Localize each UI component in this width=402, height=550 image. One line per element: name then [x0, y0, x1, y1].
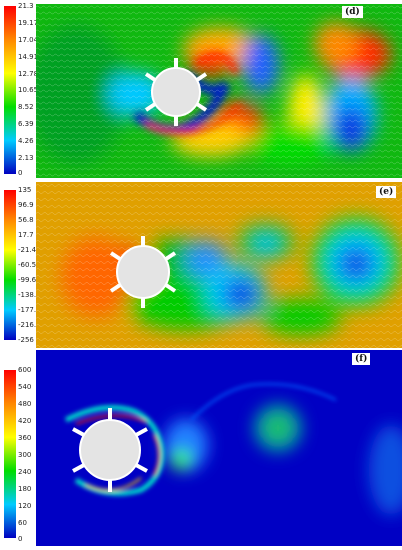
rotor-blade: [164, 283, 177, 293]
shear-band: [190, 383, 337, 421]
field-svg-f: [36, 350, 402, 546]
colorbar-tick: 6.39: [18, 120, 34, 128]
colorbar-tick: 360: [18, 434, 32, 442]
colorbar-tick: 600: [18, 366, 32, 374]
colorbar-tick: 10.65: [18, 86, 39, 94]
field-blob: [369, 425, 402, 515]
contour-lines: [36, 182, 402, 348]
colorbar-f: [4, 370, 16, 538]
colorbar-tick: 56.8: [18, 216, 34, 224]
colorbar-tick: -216.9: [18, 321, 41, 329]
rotor-hub: [79, 419, 141, 481]
colorbar-tick: 4.26: [18, 137, 34, 145]
colorbar-tick: -99.6: [18, 276, 37, 284]
rotor-f: [72, 408, 148, 492]
colorbar-e: [4, 190, 16, 340]
rotor-blade: [109, 283, 122, 293]
rotor-blade: [109, 251, 122, 261]
shear-band: [64, 405, 165, 496]
colorbar-tick: 21.3: [18, 2, 34, 10]
colorbar-tick: -60.5: [18, 261, 37, 269]
panel-label-f: (f): [352, 353, 371, 365]
field-svg-d: [36, 4, 402, 178]
colorbar-tick: 420: [18, 417, 32, 425]
colorbar-d: [4, 6, 16, 174]
shear-band: [85, 477, 142, 492]
contour-lines: [36, 4, 402, 178]
field-svg-e: [36, 182, 402, 348]
colorbar-tick: 17.04: [18, 36, 39, 44]
colorbar-tick: 120: [18, 502, 32, 510]
colorbar-tick: 135: [18, 186, 32, 194]
colorbar-tick: -21.4: [18, 246, 37, 254]
field-map-d: [36, 4, 402, 178]
colorbar-tick: 17.7: [18, 231, 34, 239]
colorbar-tick: 300: [18, 451, 32, 459]
colorbar-tick: -177.8: [18, 306, 41, 314]
colorbar-tick: 240: [18, 468, 32, 476]
colorbar-tick: 14.91: [18, 53, 39, 61]
colorbar-tick: -138.7: [18, 291, 41, 299]
rotor-d: [144, 58, 208, 126]
colorbar-tick: 96.9: [18, 201, 34, 209]
shear-band: [153, 434, 160, 476]
rotor-blades: [72, 408, 148, 492]
rotor-hub: [151, 67, 201, 117]
colorbar-tick: 540: [18, 383, 32, 391]
colorbar-tick: 60: [18, 519, 27, 527]
colorbar-tick: 19.17: [18, 19, 39, 27]
rotor-blades: [109, 236, 177, 308]
rotor-blade: [72, 463, 85, 473]
colorbar-tick: -256: [18, 336, 34, 344]
rotor-blade: [135, 463, 148, 473]
rotor-blade: [135, 427, 148, 437]
rotor-e: [109, 236, 177, 308]
rotor-blade: [195, 72, 208, 82]
colorbar-tick: 0: [18, 169, 23, 177]
colorbar-tick: 180: [18, 485, 32, 493]
panel-label-e: (e): [376, 186, 397, 198]
rotor-blade: [195, 102, 208, 112]
rotor-hub: [116, 245, 170, 299]
rotor-blade: [144, 72, 157, 82]
shear-band: [75, 414, 147, 425]
colorbar-tick: 12.78: [18, 70, 39, 78]
colorbar-tick: 8.52: [18, 103, 34, 111]
field-blob: [171, 450, 191, 470]
field-map-f: [36, 350, 402, 546]
rotor-blades: [144, 58, 208, 126]
panel-label-d: (d): [342, 6, 363, 18]
colorbar-tick: 0: [18, 535, 23, 543]
vortex-blobs-f: [164, 404, 402, 515]
rotor-blade: [144, 102, 157, 112]
colorbar-tick: 480: [18, 400, 32, 408]
rotor-blade: [164, 251, 177, 261]
field-blob: [266, 416, 290, 440]
colorbar-tick: 2.13: [18, 154, 34, 162]
rotor-blade: [72, 427, 85, 437]
field-map-e: [36, 182, 402, 348]
shear-layer-f: [64, 383, 337, 496]
